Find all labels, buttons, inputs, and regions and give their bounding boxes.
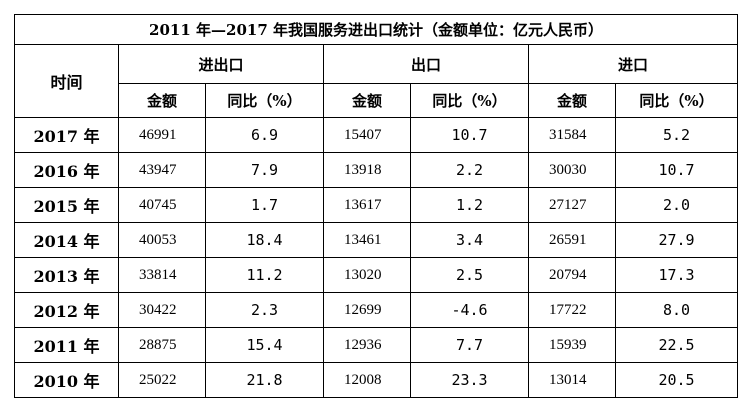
export-yoy-cell: 2.2 <box>410 152 529 188</box>
export-amount-cell: 12699 <box>323 292 411 328</box>
amount-header: 金额 <box>528 83 616 118</box>
year-cell: 2015 年 <box>14 187 119 223</box>
total-amount-cell: 40745 <box>118 187 206 223</box>
import-amount-cell: 27127 <box>528 187 616 223</box>
services-trade-table: 2011 年—2017 年我国服务进出口统计（金额单位：亿元人民币） 时间 进出… <box>13 14 739 398</box>
export-amount-cell: 13461 <box>323 222 411 258</box>
table-row: 2015 年 40745 1.7 13617 1.2 27127 2.0 <box>14 187 739 223</box>
export-yoy-cell: 3.4 <box>410 222 529 258</box>
table-row: 2017 年 46991 6.9 15407 10.7 31584 5.2 <box>14 117 739 153</box>
import-yoy-cell: 17.3 <box>614 257 739 293</box>
year-cell: 2017 年 <box>14 117 119 153</box>
table-row: 2013 年 33814 11.2 13020 2.5 20794 17.3 <box>14 257 739 293</box>
title-row: 2011 年—2017 年我国服务进出口统计（金额单位：亿元人民币） <box>13 14 739 45</box>
import-yoy-cell: 5.2 <box>614 117 739 153</box>
export-amount-cell: 13020 <box>323 257 411 293</box>
export-amount-cell: 12936 <box>323 327 411 363</box>
year-cell: 2011 年 <box>14 327 119 363</box>
year-cell: 2016 年 <box>14 152 119 188</box>
import-yoy-cell: 10.7 <box>614 152 739 188</box>
year-cell: 2010 年 <box>14 362 119 398</box>
total-yoy-cell: 6.9 <box>205 117 324 153</box>
year-cell: 2013 年 <box>14 257 119 293</box>
table-body: 2011 年—2017 年我国服务进出口统计（金额单位：亿元人民币） 时间 进出… <box>13 14 739 398</box>
import-amount-cell: 17722 <box>528 292 616 328</box>
import-yoy-cell: 22.5 <box>614 327 739 363</box>
amount-header: 金额 <box>323 83 411 118</box>
table-row: 2016 年 43947 7.9 13918 2.2 30030 10.7 <box>14 152 739 188</box>
import-amount-cell: 26591 <box>528 222 616 258</box>
total-amount-cell: 25022 <box>118 362 206 398</box>
export-yoy-cell: -4.6 <box>410 292 529 328</box>
total-amount-cell: 43947 <box>118 152 206 188</box>
total-yoy-cell: 21.8 <box>205 362 324 398</box>
export-yoy-cell: 10.7 <box>410 117 529 153</box>
table-row: 2012 年 30422 2.3 12699 -4.6 17722 8.0 <box>14 292 739 328</box>
import-yoy-cell: 20.5 <box>614 362 739 398</box>
yoy-header: 同比（%） <box>410 83 529 118</box>
total-yoy-cell: 15.4 <box>205 327 324 363</box>
export-yoy-cell: 23.3 <box>410 362 529 398</box>
import-yoy-cell: 2.0 <box>614 187 739 223</box>
total-yoy-cell: 18.4 <box>205 222 324 258</box>
total-amount-cell: 30422 <box>118 292 206 328</box>
yoy-header: 同比（%） <box>614 83 739 118</box>
import-amount-cell: 15939 <box>528 327 616 363</box>
total-yoy-cell: 2.3 <box>205 292 324 328</box>
group-header-row: 时间 进出口 出口 进口 <box>14 44 739 118</box>
export-yoy-cell: 7.7 <box>410 327 529 363</box>
table-row: 2014 年 40053 18.4 13461 3.4 26591 27.9 <box>14 222 739 258</box>
export-amount-cell: 12008 <box>323 362 411 398</box>
total-yoy-cell: 11.2 <box>205 257 324 293</box>
statistics-table-container: 2011 年—2017 年我国服务进出口统计（金额单位：亿元人民币） 时间 进出… <box>13 14 739 398</box>
yoy-header: 同比（%） <box>205 83 324 118</box>
export-yoy-cell: 2.5 <box>410 257 529 293</box>
import-yoy-cell: 27.9 <box>614 222 739 258</box>
export-amount-cell: 15407 <box>323 117 411 153</box>
table-row: 2010 年 25022 21.8 12008 23.3 13014 20.5 <box>14 362 739 398</box>
total-amount-cell: 46991 <box>118 117 206 153</box>
export-amount-cell: 13617 <box>323 187 411 223</box>
sub-header-row: 金额 同比（%） 金额 同比（%） 金额 同比（%） <box>15 83 739 118</box>
import-amount-cell: 31584 <box>528 117 616 153</box>
group-header-total: 进出口 <box>118 44 324 84</box>
import-yoy-cell: 8.0 <box>614 292 739 328</box>
group-header-import: 进口 <box>527 44 739 84</box>
total-yoy-cell: 1.7 <box>205 187 324 223</box>
import-amount-cell: 20794 <box>528 257 616 293</box>
import-amount-cell: 30030 <box>528 152 616 188</box>
total-amount-cell: 40053 <box>118 222 206 258</box>
total-yoy-cell: 7.9 <box>205 152 324 188</box>
group-header-export: 出口 <box>323 44 529 84</box>
total-amount-cell: 28875 <box>118 327 206 363</box>
import-amount-cell: 13014 <box>528 362 616 398</box>
year-cell: 2014 年 <box>14 222 119 258</box>
export-amount-cell: 13918 <box>323 152 411 188</box>
amount-header: 金额 <box>118 83 206 118</box>
total-amount-cell: 33814 <box>118 257 206 293</box>
year-cell: 2012 年 <box>14 292 119 328</box>
table-title: 2011 年—2017 年我国服务进出口统计（金额单位：亿元人民币） <box>13 14 739 45</box>
export-yoy-cell: 1.2 <box>410 187 529 223</box>
time-header: 时间 <box>14 44 119 118</box>
table-row: 2011 年 28875 15.4 12936 7.7 15939 22.5 <box>14 327 739 363</box>
